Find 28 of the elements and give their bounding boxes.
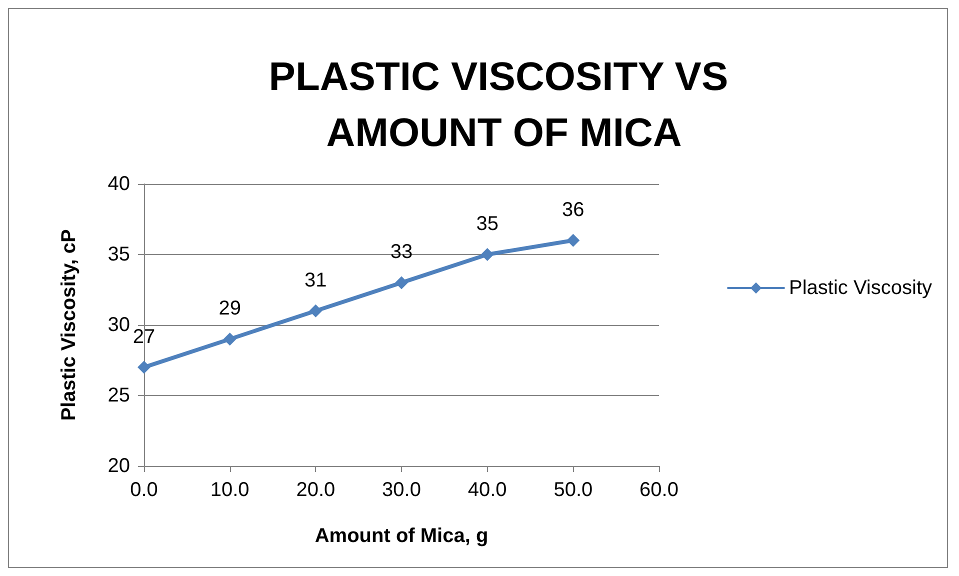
point: [395, 276, 408, 290]
x-tick-label: 60.0: [640, 479, 678, 501]
point: [309, 304, 322, 318]
data-label: 36: [562, 198, 584, 221]
y-tick-label: 30: [108, 314, 130, 336]
point: [566, 234, 580, 247]
x-tick-label: 10.0: [210, 479, 250, 501]
data-label: 27: [132, 326, 156, 348]
point: [223, 332, 236, 346]
x-tick-label: 30.0: [382, 479, 421, 501]
chart-title: PLASTIC VISCOSITY VS AMOUNT OF MICA: [268, 55, 740, 155]
data-label: 29: [218, 298, 241, 320]
y-tick-label: 40: [108, 173, 130, 195]
data-label: 31: [304, 269, 327, 292]
x-tick-label: 0.0: [130, 479, 158, 501]
y-tick-label: 35: [108, 244, 130, 266]
data-label: 35: [476, 213, 498, 235]
legend-label: Plastic Viscosity: [788, 277, 932, 299]
point: [138, 360, 150, 374]
point: [480, 248, 494, 261]
x-tick-label: 20.0: [296, 479, 336, 501]
x-tick-label: 40.0: [468, 479, 507, 501]
x-axis-title: Amount of Mica, g: [314, 525, 488, 547]
x-tick-label: 50.0: [554, 479, 593, 501]
data-label: 33: [390, 241, 413, 264]
y-tick-label: 25: [108, 384, 130, 406]
y-axis-title: Plastic Viscosity, cP: [58, 229, 80, 421]
y-tick-label: 20: [108, 455, 130, 477]
